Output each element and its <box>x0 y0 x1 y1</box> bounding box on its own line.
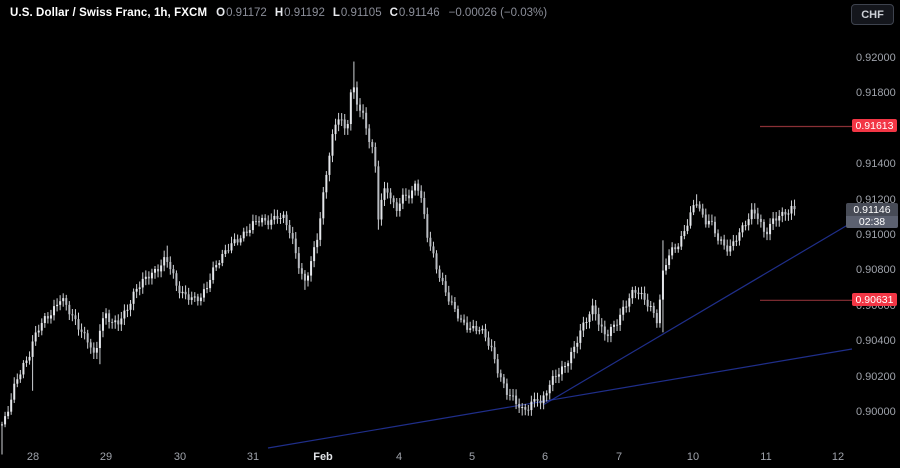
time-axis-label: 4 <box>395 451 403 463</box>
time-axis-label: 12 <box>831 451 845 463</box>
price-level-badge-upper: 0.91613 <box>852 119 897 133</box>
currency-button[interactable]: CHF <box>851 4 894 25</box>
time-axis-label: 5 <box>468 451 476 463</box>
ohlc-open: O0.91172 <box>216 7 267 19</box>
time-axis-label: 28 <box>26 451 40 463</box>
price-axis-label: 0.92000 <box>856 52 896 64</box>
ohlc-high: H0.91192 <box>274 7 325 19</box>
price-axis-label: 0.90000 <box>856 406 896 418</box>
ohlc-close: C0.91146 <box>389 7 440 19</box>
time-axis-label: 6 <box>541 451 549 463</box>
price-axis-label: 0.91800 <box>856 87 896 100</box>
last-price-badge: 0.91146 02:38 <box>846 203 898 229</box>
symbol-title[interactable]: U.S. Dollar / Swiss Franc, 1h, FXCM <box>10 7 208 19</box>
time-axis-label: 10 <box>686 451 700 463</box>
price-axis-label: 0.90400 <box>856 335 896 348</box>
time-axis-label: 29 <box>99 451 113 463</box>
price-axis-label: 0.90800 <box>856 264 896 277</box>
time-axis-label: Feb <box>313 451 333 463</box>
price-axis-label: 0.91000 <box>856 229 896 241</box>
ohlc-low: L0.91105 <box>332 7 382 19</box>
price-change: −0.00026 (−0.03%) <box>448 7 548 19</box>
trendline-2[interactable] <box>542 222 852 406</box>
time-axis-label: 31 <box>246 451 260 463</box>
price-level-badge-lower: 0.90631 <box>852 293 897 307</box>
time-axis[interactable]: 28 29 30 31 Feb 4 5 6 7 10 11 12 <box>0 450 900 468</box>
time-axis-label: 30 <box>173 451 187 463</box>
last-price-value: 0.91146 <box>846 203 898 217</box>
time-axis-label: 7 <box>615 451 623 463</box>
time-axis-label: 11 <box>760 451 772 463</box>
price-axis-label: 0.91400 <box>856 158 896 171</box>
ohlc-values: O0.91172 H0.91192 L0.91105 C0.91146 <box>216 7 439 19</box>
price-axis-label: 0.91200 <box>856 193 896 206</box>
price-axis-label: 0.90200 <box>856 370 896 383</box>
chart-legend: U.S. Dollar / Swiss Franc, 1h, FXCM O0.9… <box>10 7 547 19</box>
bar-countdown: 02:38 <box>846 216 898 229</box>
candles <box>1 61 796 455</box>
trendline-1[interactable] <box>267 348 853 449</box>
